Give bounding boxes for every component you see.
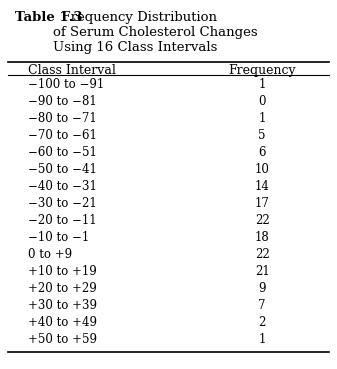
Text: Frequency Distribution
of Serum Cholesterol Changes
Using 16 Class Intervals: Frequency Distribution of Serum Choleste… bbox=[53, 11, 258, 54]
Text: −80 to −71: −80 to −71 bbox=[28, 112, 97, 125]
Text: +20 to +29: +20 to +29 bbox=[28, 282, 97, 295]
Text: 2: 2 bbox=[258, 316, 266, 330]
Text: 17: 17 bbox=[255, 197, 270, 210]
Text: −10 to −1: −10 to −1 bbox=[28, 231, 89, 244]
Text: −50 to −41: −50 to −41 bbox=[28, 163, 97, 176]
Text: Frequency: Frequency bbox=[228, 63, 296, 77]
Text: −30 to −21: −30 to −21 bbox=[28, 197, 97, 210]
Text: Table 1.3: Table 1.3 bbox=[15, 11, 82, 24]
Text: −70 to −61: −70 to −61 bbox=[28, 129, 97, 142]
Text: 0: 0 bbox=[258, 95, 266, 108]
Text: 22: 22 bbox=[255, 248, 270, 261]
Text: −20 to −11: −20 to −11 bbox=[28, 214, 97, 227]
Text: −100 to −91: −100 to −91 bbox=[28, 78, 104, 91]
Text: +40 to +49: +40 to +49 bbox=[28, 316, 97, 330]
Text: +30 to +39: +30 to +39 bbox=[28, 299, 97, 313]
Text: 9: 9 bbox=[258, 282, 266, 295]
Text: 22: 22 bbox=[255, 214, 270, 227]
Text: +50 to +59: +50 to +59 bbox=[28, 334, 97, 346]
Text: −60 to −51: −60 to −51 bbox=[28, 146, 97, 159]
Text: 1: 1 bbox=[258, 78, 266, 91]
Text: 18: 18 bbox=[255, 231, 270, 244]
Text: 14: 14 bbox=[255, 180, 270, 193]
Text: 1: 1 bbox=[258, 334, 266, 346]
Text: Class Interval: Class Interval bbox=[28, 63, 116, 77]
Text: −90 to −81: −90 to −81 bbox=[28, 95, 97, 108]
Text: +10 to +19: +10 to +19 bbox=[28, 265, 97, 278]
Text: −40 to −31: −40 to −31 bbox=[28, 180, 97, 193]
Text: 21: 21 bbox=[255, 265, 270, 278]
Text: 5: 5 bbox=[258, 129, 266, 142]
Text: 1: 1 bbox=[258, 112, 266, 125]
Text: 0 to +9: 0 to +9 bbox=[28, 248, 72, 261]
Text: 10: 10 bbox=[255, 163, 270, 176]
Text: 6: 6 bbox=[258, 146, 266, 159]
Text: 7: 7 bbox=[258, 299, 266, 313]
